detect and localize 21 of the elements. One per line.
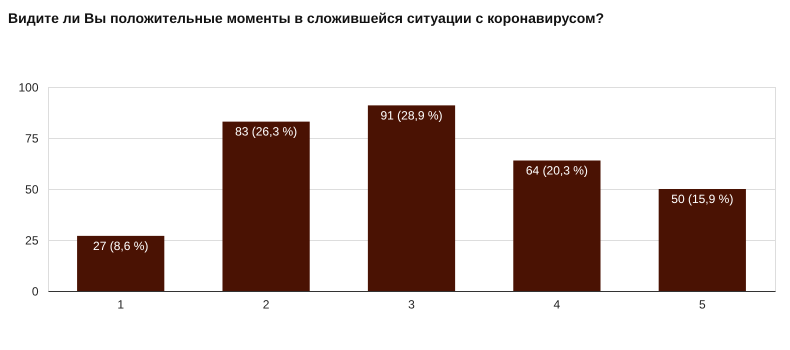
x-tick-label: 5	[698, 298, 706, 312]
data-label: 91 (28,9 %)	[380, 108, 443, 122]
y-tick-label: 50	[25, 182, 39, 196]
bar	[368, 105, 456, 291]
data-label: 27 (8,6 %)	[93, 238, 148, 253]
data-label: 64 (20,3 %)	[526, 163, 588, 178]
bar	[513, 160, 601, 291]
chart-title: Видите ли Вы положительные моменты в сложившейся ситуации с коронавирусом?	[8, 10, 604, 26]
x-tick-label: 3	[408, 298, 416, 312]
y-tick-label: 25	[25, 234, 39, 248]
bar	[222, 122, 310, 291]
bar	[658, 189, 746, 291]
x-tick-label: 4	[554, 298, 561, 312]
data-label: 50 (15,9 %)	[671, 192, 734, 206]
x-tick-label: 2	[262, 298, 270, 312]
y-tick-label: 100	[18, 80, 39, 94]
x-tick-label: 1	[117, 298, 124, 312]
data-label: 83 (26,3 %)	[235, 124, 298, 139]
y-tick-label: 75	[25, 132, 39, 146]
y-tick-label: 0	[32, 284, 39, 298]
bar	[77, 236, 164, 291]
